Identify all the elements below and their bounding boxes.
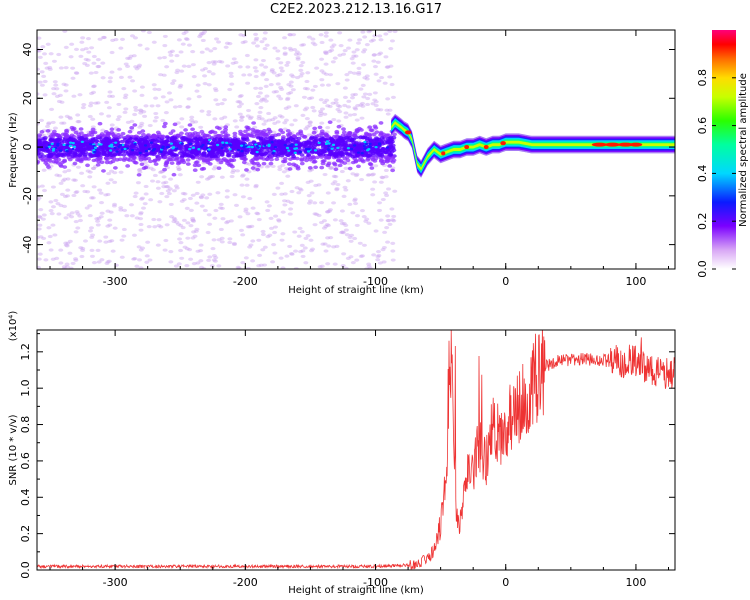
ridge-peak bbox=[500, 141, 506, 146]
bottom-x-tick-label: 100 bbox=[625, 576, 646, 589]
top-x-ticks: -300 -200 -100 0 100 bbox=[49, 30, 669, 288]
colorbar-tick-label: 0.0 bbox=[696, 260, 709, 278]
ridge-peak bbox=[404, 130, 412, 135]
bottom-x-tick-label: -200 bbox=[233, 576, 258, 589]
bottom-x-tick-label: -100 bbox=[363, 576, 388, 589]
bottom-x-ticks: -300 -200 -100 0 100 bbox=[49, 330, 669, 589]
bottom-y-tick-label: 0.8 bbox=[19, 416, 32, 434]
snr-panel: -300 -200 -100 0 100 0.0 0.2 0.4 0.6 0.8 1.0 1.2 H… bbox=[8, 311, 676, 596]
ridge-peak bbox=[617, 142, 634, 147]
ridge-peak bbox=[483, 145, 489, 150]
top-x-tick-label: 0 bbox=[502, 275, 509, 288]
colorbar-tick-label: 0.2 bbox=[696, 212, 709, 230]
colorbar-tick-label: 0.6 bbox=[696, 117, 709, 135]
top-y-tick-label: 0 bbox=[21, 144, 34, 151]
ridge-peak bbox=[629, 142, 643, 147]
bottom-x-tick-label: -300 bbox=[103, 576, 128, 589]
top-y-tick-label: -20 bbox=[21, 187, 34, 205]
spectrogram-frame bbox=[36, 29, 676, 270]
colorbar-label: Normalized spectral amplitude bbox=[738, 73, 749, 227]
colorbar-gradient bbox=[712, 30, 736, 269]
bottom-y-tick-label: 0.4 bbox=[19, 489, 32, 507]
bottom-x-tick-label: 0 bbox=[502, 576, 509, 589]
bottom-y-multiplier: (x10⁴) bbox=[8, 311, 19, 342]
top-y-ticks: -40 -20 0 20 40 bbox=[21, 43, 675, 270]
ridge-peak bbox=[441, 151, 446, 156]
bottom-y-tick-label: 0.0 bbox=[19, 561, 32, 579]
top-y-tick-label: -40 bbox=[21, 236, 34, 254]
bottom-x-axis-label: Height of straight line (km) bbox=[288, 585, 424, 596]
top-x-tick-label: -200 bbox=[233, 275, 258, 288]
ridge-band bbox=[391, 121, 675, 171]
snr-series-line bbox=[37, 330, 675, 570]
top-y-tick-label: 20 bbox=[21, 91, 34, 105]
page-title: C2E2.2023.212.13.16.G17 bbox=[269, 2, 443, 17]
colorbar-tick-label: 0.8 bbox=[696, 69, 709, 87]
snr-frame bbox=[36, 329, 676, 571]
top-x-axis-label: Height of straight line (km) bbox=[288, 285, 424, 296]
bottom-y-axis-label: SNR (10 * v/v) bbox=[8, 414, 19, 485]
spectrogram-ridge bbox=[391, 113, 675, 178]
top-x-tick-label: 100 bbox=[625, 275, 646, 288]
spectrogram-cloud bbox=[37, 30, 398, 269]
bottom-y-tick-label: 0.6 bbox=[19, 452, 32, 470]
bottom-y-tick-label: 1.0 bbox=[19, 379, 32, 397]
ridge-peak bbox=[464, 145, 470, 150]
bottom-y-tick-label: 1.2 bbox=[19, 343, 32, 361]
ridge-peak bbox=[591, 142, 608, 147]
top-y-tick-label: 40 bbox=[21, 43, 34, 57]
colorbar-tick-label: 0.4 bbox=[696, 165, 709, 183]
top-x-tick-label: -300 bbox=[103, 275, 128, 288]
top-x-tick-label: -100 bbox=[363, 275, 388, 288]
bottom-y-ticks: 0.0 0.2 0.4 0.6 0.8 1.0 1.2 bbox=[19, 333, 675, 579]
colorbar-ticks: 0.0 0.2 0.4 0.6 0.8 bbox=[696, 69, 736, 278]
colorbar: 0.0 0.2 0.4 0.6 0.8 Normalized spectral ampl… bbox=[696, 30, 749, 278]
bottom-y-tick-label: 0.2 bbox=[19, 525, 32, 543]
top-y-axis-label: Frequency (Hz) bbox=[8, 112, 19, 188]
ridge-peak bbox=[604, 142, 621, 147]
